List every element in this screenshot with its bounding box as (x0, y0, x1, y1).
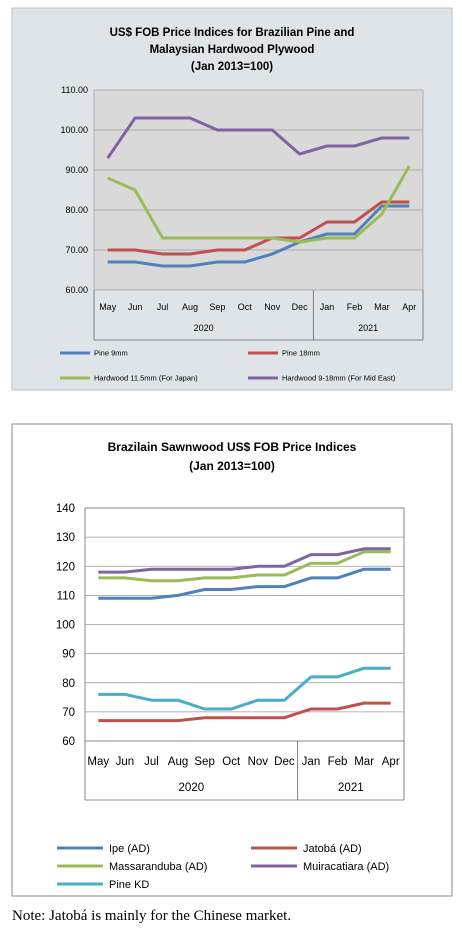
x-tick-label: Aug (182, 302, 198, 312)
x-tick-label: Jul (157, 302, 169, 312)
series-line-5 (98, 666, 391, 711)
x-tick-label: Dec (274, 756, 295, 768)
x-tick-label: Mar (354, 756, 374, 768)
y-tick-label: 70.00 (65, 245, 88, 255)
x-tick-label: Nov (248, 756, 269, 768)
legend-label: Muiracatiara (AD) (303, 861, 389, 873)
y-tick-label: 110.00 (61, 85, 88, 95)
year-group-label: 2020 (194, 323, 214, 333)
x-tick-label: Mar (374, 302, 390, 312)
legend-label: Jatobá (AD) (303, 843, 362, 855)
legend-label: Hardwood 9-18mm (For Mid East) (282, 374, 396, 383)
series-line-1 (107, 204, 410, 268)
chart-2: Brazilain Sawnwood US$ FOB Price Indices… (11, 423, 453, 897)
chart-title-line: (Jan 2013=100) (189, 459, 275, 473)
series-line-1 (98, 567, 391, 600)
x-tick-label: May (99, 302, 117, 312)
y-tick-label: 120 (56, 561, 75, 573)
series-line-4 (98, 547, 391, 574)
footnote: Note: Jatobá is mainly for the Chinese m… (12, 908, 292, 924)
year-group-label: 2021 (358, 323, 378, 333)
chart-title-line: (Jan 2013=100) (191, 61, 273, 73)
x-tick-label: Jul (144, 756, 159, 768)
x-tick-label: Aug (168, 756, 188, 768)
x-tick-label: Oct (238, 302, 253, 312)
series-line-2 (98, 701, 391, 723)
y-tick-label: 110 (57, 590, 75, 602)
chart-1: US$ FOB Price Indices for Brazilian Pine… (11, 7, 453, 391)
x-tick-label: Sep (194, 756, 214, 768)
y-tick-label: 100 (56, 620, 75, 632)
y-tick-label: 70 (62, 707, 75, 719)
y-tick-label: 90 (62, 649, 75, 661)
series-line-4 (106, 116, 410, 159)
plot-area (93, 89, 424, 291)
legend-label: Pine 9mm (94, 349, 128, 358)
y-tick-label: 60 (62, 736, 75, 748)
x-tick-label: Apr (402, 302, 416, 312)
y-tick-label: 80 (62, 678, 75, 690)
x-tick-label: Jan (302, 756, 321, 768)
y-tick-label: 90.00 (65, 165, 88, 175)
x-tick-label: Feb (347, 302, 363, 312)
y-tick-label: 60.00 (65, 285, 88, 295)
y-tick-label: 100.00 (60, 125, 88, 135)
legend-label: Pine 18mm (282, 349, 320, 358)
series-line-2 (107, 200, 410, 256)
x-tick-label: Jun (128, 302, 143, 312)
y-tick-label: 140 (56, 503, 75, 515)
x-tick-label: Feb (328, 756, 348, 768)
series-line-3 (98, 550, 391, 583)
legend-label: Hardwood 11.5mm (For Japan) (94, 374, 198, 383)
legend-label: Massaranduba (AD) (109, 861, 207, 873)
y-tick-label: 130 (56, 532, 75, 544)
chart-title-line: US$ FOB Price Indices for Brazilian Pine… (110, 27, 355, 39)
y-tick-label: 80.00 (65, 205, 88, 215)
x-tick-label: Oct (222, 756, 241, 768)
chart-title-line: Malaysian Hardwood Plywood (150, 44, 315, 56)
year-group-label: 2021 (338, 782, 364, 794)
x-tick-label: Jan (320, 302, 335, 312)
x-tick-label: Sep (209, 302, 225, 312)
chart-title-line: Brazilain Sawnwood US$ FOB Price Indices (108, 440, 357, 454)
x-tick-label: Nov (264, 302, 281, 312)
legend-label: Pine KD (109, 879, 149, 891)
x-tick-label: Apr (382, 756, 400, 768)
year-group-label: 2020 (179, 782, 205, 794)
x-tick-label: May (87, 756, 109, 768)
x-tick-label: Jun (116, 756, 135, 768)
series-line-3 (107, 165, 411, 244)
legend-label: Ipe (AD) (109, 843, 150, 855)
x-tick-label: Dec (292, 302, 309, 312)
